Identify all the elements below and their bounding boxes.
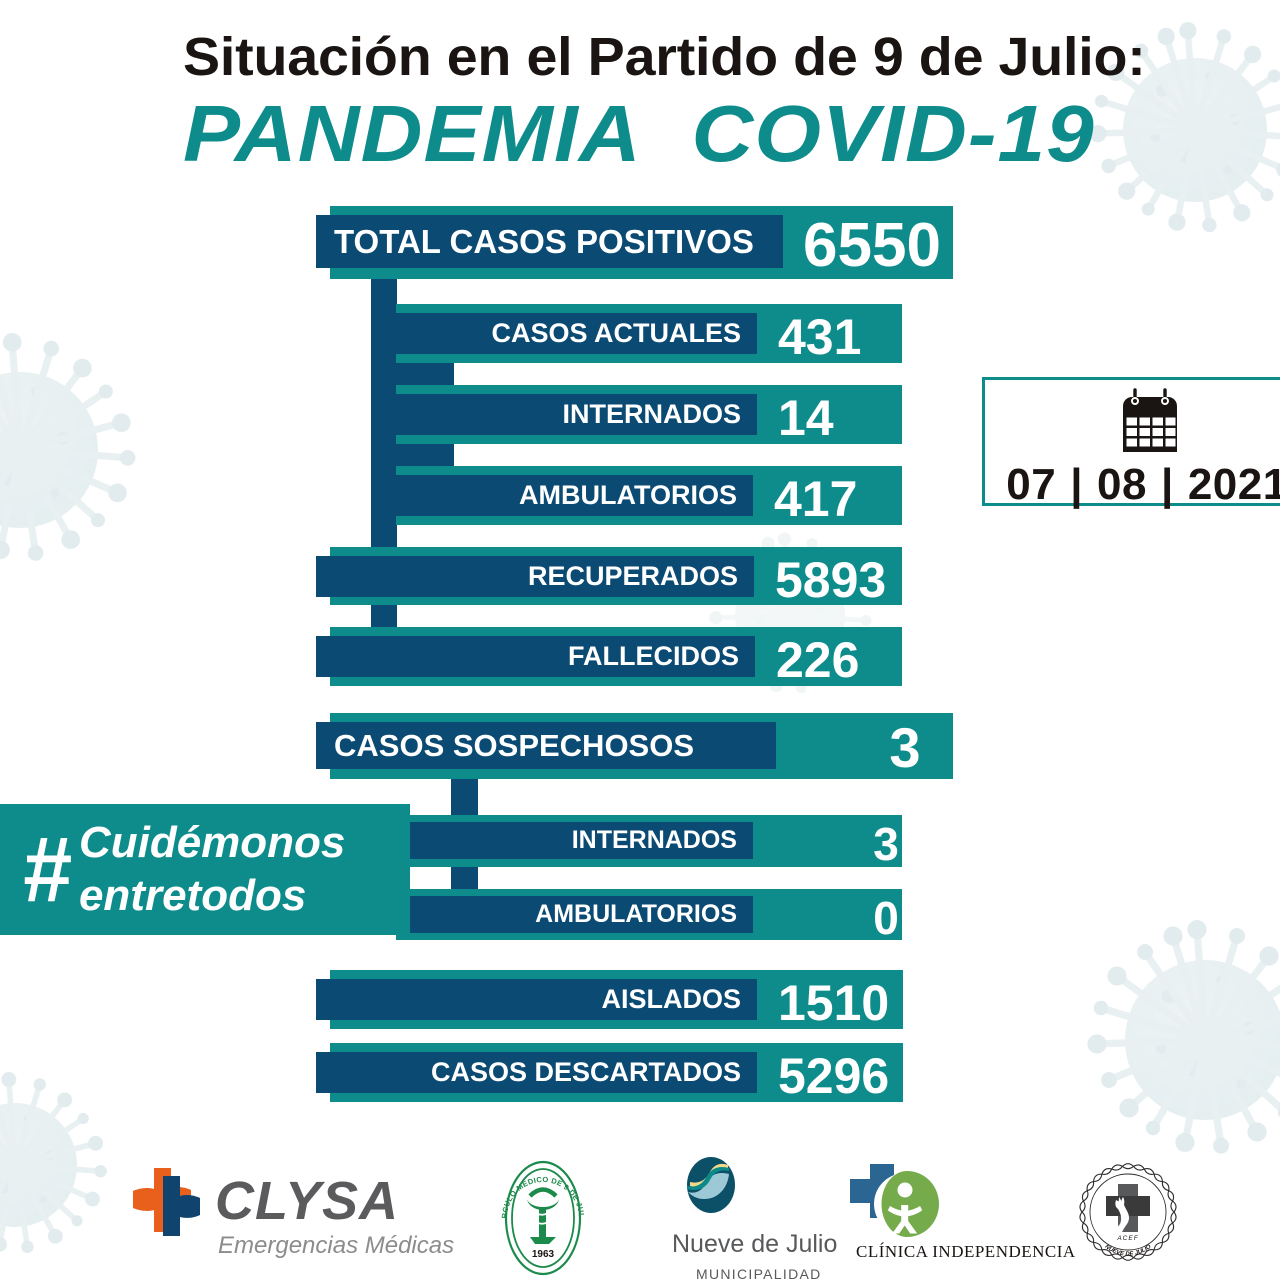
svg-text:ACEF: ACEF	[1116, 1235, 1138, 1242]
svg-text:1963: 1963	[532, 1249, 555, 1260]
